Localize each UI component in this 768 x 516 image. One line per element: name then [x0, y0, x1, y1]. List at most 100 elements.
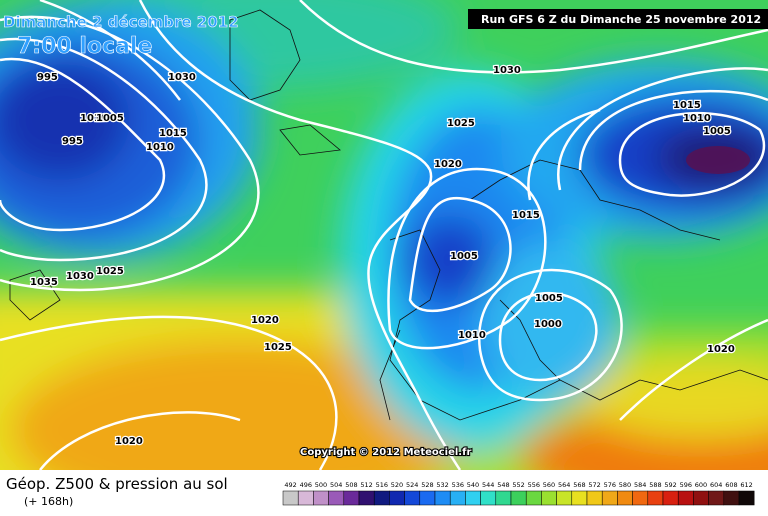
scale-label: 548 — [497, 481, 509, 489]
isobar-label: 1005 — [450, 251, 478, 262]
scale-swatch — [677, 490, 694, 506]
scale-swatch — [647, 490, 664, 506]
scale-swatch — [373, 490, 390, 506]
scale-label: 560 — [543, 481, 555, 489]
scale-swatch — [617, 490, 633, 506]
isobar-label: 1000 — [534, 319, 562, 330]
isobar-label: 1025 — [96, 266, 124, 277]
scale-swatch — [571, 490, 588, 506]
scale-label: 568 — [573, 481, 585, 489]
isobars — [0, 0, 768, 470]
isobar-label: 1030 — [168, 72, 196, 83]
scale-swatch — [465, 490, 481, 506]
scale-swatch — [404, 490, 421, 506]
scale-label: 532 — [436, 481, 448, 489]
scale-swatch — [693, 490, 709, 506]
scale-label: 496 — [300, 481, 312, 489]
scale-swatch — [313, 490, 329, 506]
isobar-label: 1015 — [512, 210, 540, 221]
scale-swatch — [434, 490, 451, 506]
scale-swatch — [525, 490, 542, 506]
isobar-label: 995 — [62, 136, 83, 147]
scale-swatch — [449, 490, 466, 506]
scale-label: 584 — [634, 481, 646, 489]
isobar-label: 1035 — [30, 277, 58, 288]
isobar-label: 1010 — [146, 142, 174, 153]
isobar-label: 1005 — [96, 113, 124, 124]
scale-label: 564 — [558, 481, 570, 489]
scale-label: 544 — [482, 481, 494, 489]
legend-title: Géop. Z500 & pression au sol — [6, 475, 228, 493]
time: 7:00 locale — [17, 34, 152, 59]
scale-label: 512 — [360, 481, 372, 489]
scale-swatch — [480, 490, 497, 506]
scale-label: 540 — [467, 481, 479, 489]
scale-swatch — [586, 490, 603, 506]
isobar-label: 1020 — [115, 436, 143, 447]
scale-swatch — [358, 490, 375, 506]
isobar-label: 995 — [37, 72, 58, 83]
scale-label: 604 — [710, 481, 722, 489]
scale-swatch — [632, 490, 649, 506]
scale-label: 588 — [649, 481, 661, 489]
scale-swatch — [419, 490, 436, 506]
isobar-label: 1020 — [434, 159, 462, 170]
scale-swatch — [662, 490, 679, 506]
scale-swatch — [723, 490, 740, 506]
scale-label: 500 — [315, 481, 327, 489]
isobar-label: 1025 — [264, 342, 292, 353]
scale-swatch — [738, 490, 755, 506]
date: Dimanche 2 décembre 2012 — [3, 13, 239, 31]
isobar-label: 1025 — [447, 118, 475, 129]
scale-label: 504 — [330, 481, 342, 489]
isobar-label: 1030 — [493, 65, 521, 76]
scale-label: 580 — [619, 481, 631, 489]
lead-time: (+ 168h) — [24, 495, 73, 508]
scale-label: 524 — [406, 481, 418, 489]
scale-swatch — [282, 490, 299, 506]
scale-swatch — [541, 490, 557, 506]
scale-swatch — [495, 490, 512, 506]
scale-label: 608 — [725, 481, 737, 489]
scale-label: 552 — [512, 481, 524, 489]
scale-swatch — [556, 490, 573, 506]
scale-label: 492 — [284, 481, 296, 489]
scale-swatch — [510, 490, 527, 506]
run-label: Run GFS 6 Z du Dimanche 25 novembre 2012 — [481, 13, 761, 26]
scale-label: 600 — [695, 481, 707, 489]
isobar-label: 1020 — [251, 315, 279, 326]
copyright: Copyright © 2012 Meteociel.fr — [300, 447, 471, 458]
scale-label: 556 — [528, 481, 540, 489]
scale-swatch — [343, 490, 360, 506]
isobar-label: 1010 — [683, 113, 711, 124]
color-scale: 492 496 500 504 508 512 516 520 524 528 532 536 540 5… — [282, 481, 755, 506]
isobar-label: 1020 — [707, 344, 735, 355]
scale-label: 572 — [588, 481, 600, 489]
isobar-label: 1015 — [159, 128, 187, 139]
scale-label: 592 — [664, 481, 676, 489]
scale-swatch — [328, 490, 345, 506]
scale-label: 536 — [452, 481, 464, 489]
isobar-label: 1010 — [80, 113, 108, 124]
scale-swatch — [601, 490, 618, 506]
isobar-label: 1030 — [66, 271, 94, 282]
isobar-labels: 995 1030103010101005995101510101025101510… — [29, 64, 736, 449]
scale-label: 508 — [345, 481, 357, 489]
isobar-label: 1010 — [458, 330, 486, 341]
scale-label: 612 — [740, 481, 752, 489]
isobar-label: 1005 — [703, 126, 731, 137]
scale-label: 520 — [391, 481, 403, 489]
scale-swatch — [297, 490, 314, 506]
scale-label: 516 — [376, 481, 388, 489]
scale-label: 576 — [604, 481, 616, 489]
isobar-label: 1015 — [673, 100, 701, 111]
scale-swatch — [389, 490, 405, 506]
run-box — [468, 9, 768, 29]
isobar-label: 1005 — [535, 293, 563, 304]
scale-swatch — [708, 490, 725, 506]
scale-label: 528 — [421, 481, 433, 489]
scale-label: 596 — [680, 481, 692, 489]
